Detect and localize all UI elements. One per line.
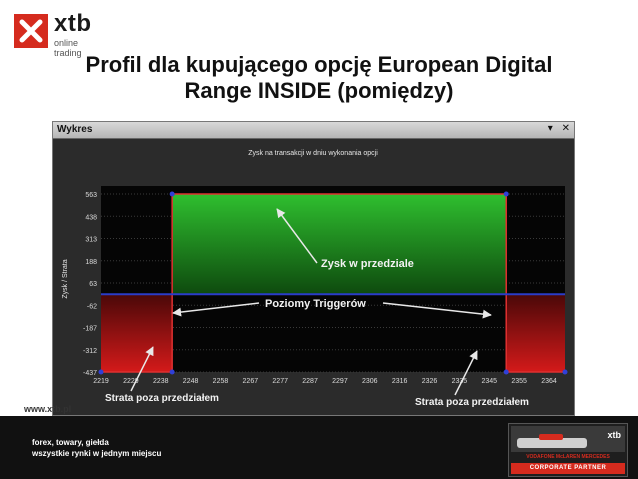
xtb-logo-mark [14,14,48,48]
website-url: www.xtb.pl [24,404,72,414]
data-point [98,369,104,375]
loss-area-right [506,294,565,372]
data-point [503,369,509,375]
profit-area [172,194,507,295]
slide-title-line-2: Range INSIDE (pomiędzy) [184,78,454,103]
close-icon[interactable]: ✕ [561,123,570,134]
data-point [169,369,175,375]
payoff-chart: Zysk na transakcji w dniu wykonania opcj… [53,139,574,415]
x-tick-label: 2258 [213,378,229,385]
x-tick-label: 2326 [422,378,438,385]
y-tick-label: 563 [85,192,97,199]
y-tick-label: -312 [83,348,97,355]
y-axis-label: Zysk / Strata [62,259,69,298]
x-tick-label: 2364 [541,378,557,385]
logo-wordmark: xtb [54,10,92,37]
race-car-icon [517,438,587,448]
chart-window-title: Wykres [57,124,93,135]
data-point [169,191,175,197]
window-controls: ▾ ✕ [542,123,570,134]
x-tick-label: 2297 [332,378,348,385]
y-tick-label: -437 [83,370,97,377]
footer-line-1: forex, towary, giełda [32,438,109,447]
annotation-loss-right-arrow [454,350,478,396]
footer-bar: forex, towary, giełda wszystkie rynki w … [0,416,638,479]
annotation-profit-arrow [276,208,318,264]
xtb-logo: xtb online trading [8,8,108,58]
chart-window-header: Wykres ▾ ✕ [53,122,574,139]
loss-area-left [101,294,173,372]
mclaren-partner-badge: xtb VODAFONE McLAREN MERCEDES CORPORATE … [508,423,628,477]
x-tick-label: 2335 [452,378,468,385]
x-tick-label: 2267 [243,378,259,385]
y-tick-label: 188 [85,259,97,266]
annotation-loss-right: Strata poza przedziałem [415,397,529,408]
y-tick-label: 313 [85,237,97,244]
footer-line-2: wszystkie rynki w jednym miejscu [32,449,162,458]
x-tick-label: 2287 [302,378,318,385]
x-tick-label: 2316 [392,378,408,385]
payoff-line [101,193,565,373]
y-tick-label: 438 [85,214,97,221]
x-tick-label: 2345 [481,378,497,385]
data-point [503,191,509,197]
annotation-triggers: Poziomy Triggerów [265,298,366,310]
x-tick-label: 2219 [93,378,109,385]
partner-label: CORPORATE PARTNER [511,463,625,474]
data-point [562,369,568,375]
x-tick-label: 2248 [183,378,199,385]
chart-title: Zysk na transakcji w dniu wykonania opcj… [248,150,378,157]
x-tick-label: 2238 [153,378,169,385]
race-car-stripe [539,434,563,440]
chart-window: Wykres ▾ ✕ Zysk na transakcji w dniu wyk… [52,121,575,416]
slide-title-line-1: Profil dla kupującego opcję European Dig… [85,52,553,77]
annotation-loss-left: Strata poza przedziałem [105,393,219,404]
y-tick-label: -62 [87,303,97,310]
logo-tagline: online trading [54,38,82,58]
x-tick-label: 2277 [272,378,288,385]
dropdown-icon[interactable]: ▾ [547,123,553,134]
x-tick-label: 2355 [511,378,527,385]
y-tick-label: 63 [89,281,97,288]
partner-xtb-logo: xtb [607,430,622,440]
annotation-triggers-arrow-right [382,302,492,319]
slide-title: Profil dla kupującego opcję European Dig… [0,52,638,104]
annotation-profit: Zysk w przedziale [321,258,414,270]
annotation-triggers-arrow-left [172,302,260,317]
x-tick-label: 2229 [123,378,139,385]
partner-team-name: VODAFONE McLAREN MERCEDES [526,454,610,460]
x-tick-label: 2306 [362,378,378,385]
annotation-loss-left-arrow [130,346,154,392]
y-tick-label: -187 [83,326,97,333]
partner-car-image: xtb [511,426,625,452]
